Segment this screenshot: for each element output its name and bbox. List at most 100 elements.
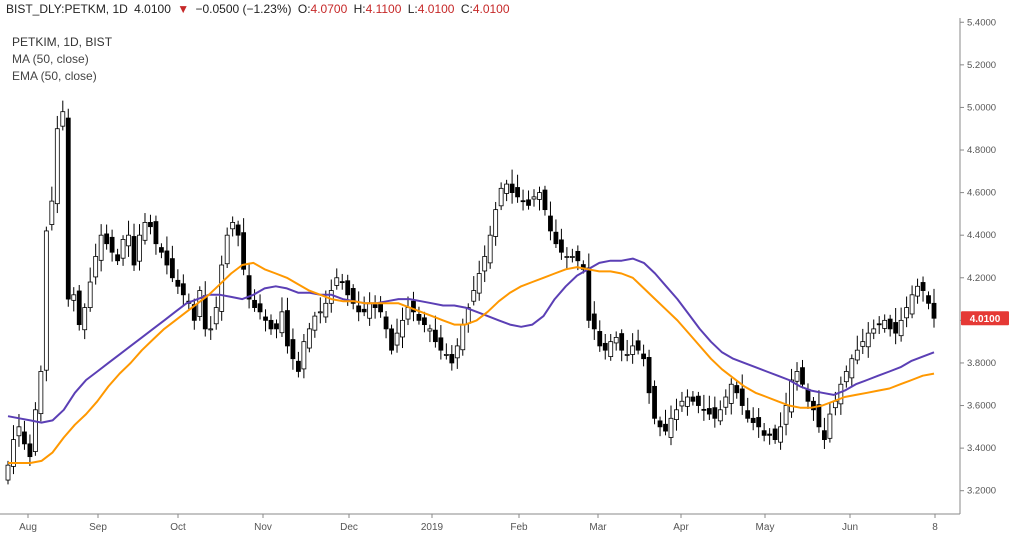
legend-ema[interactable]: EMA (50, close) [12,69,97,83]
candle-body [789,379,794,413]
x-tick-label: Dec [340,522,358,533]
candle-body [526,199,531,206]
candle-body [761,430,767,436]
candle-body [646,357,652,394]
candle-body [191,304,197,321]
candle-body [520,200,526,203]
candle-body [674,409,679,420]
candle-body [904,307,910,319]
candle-body [416,313,422,321]
candle-body [690,396,696,402]
candle-body [476,273,482,294]
candle-body [794,371,800,382]
candle-body [602,342,608,351]
candle-body [208,328,214,331]
candle-body [164,250,170,266]
x-tick-label: Mar [589,522,607,533]
candle-body [394,332,400,346]
candle-body [104,233,110,245]
x-tick-label: 2019 [421,522,444,533]
y-tick-label: 5.0000 [967,102,996,113]
candle-body [339,281,345,284]
candle-body [120,239,126,259]
candle-body [630,345,636,355]
x-tick-label: 8 [932,522,938,533]
candle-body [400,319,405,338]
candle-body [591,313,597,330]
candle-body [49,200,55,225]
close-value: 4.0100 [472,2,510,16]
candle-body [148,222,153,228]
candle-body [454,345,460,359]
candle-body [811,400,816,411]
candle-body [717,409,723,422]
candle-body [87,281,93,308]
axes: 3.20003.40003.60003.80004.00004.20004.40… [0,17,996,533]
candle-body [257,303,263,313]
x-tick-label: Aug [19,522,37,533]
candle-body [871,328,877,334]
candle-body [361,308,367,313]
candle-body [641,353,646,360]
high-label: H: [353,2,366,16]
candle-body [695,395,701,406]
candle-body [652,385,657,419]
candle-body [60,111,66,127]
candle-body [898,319,904,337]
candle-body [822,430,827,441]
candle-body [279,311,285,334]
candle-body [531,196,537,200]
high-value: 4.1100 [365,2,402,16]
symbol-label: BIST_DLY:PETKM, 1D [6,2,128,16]
candle-body [608,341,614,357]
candle-body [252,299,257,308]
candle-body [137,234,142,262]
candle-body [22,431,27,445]
candle-body [367,302,373,319]
legend-title[interactable]: PETKIM, 1D, BIST [12,35,113,49]
candle-body [515,187,520,198]
candle-body [504,183,510,194]
candle-body [548,215,553,232]
candle-body [843,371,849,383]
candle-body [126,234,131,247]
last-price: 4.0100 [134,2,171,16]
candle-body [219,264,225,312]
close-label: C: [460,2,473,16]
legend-ma[interactable]: MA (50, close) [12,52,89,66]
candle-body [772,428,778,441]
candle-body [493,209,499,237]
y-tick-label: 3.2000 [967,486,996,497]
candle-body [559,239,564,253]
candle-body [230,222,236,230]
last-price-tag [961,311,1009,326]
indicator-lines [7,257,935,464]
candle-body [926,295,931,304]
x-tick-label: Jun [842,522,858,533]
last-price-tag-label: 4.0100 [970,314,1001,325]
x-tick-label: Nov [254,522,272,533]
candle-body [345,280,351,296]
candle-body [619,333,625,351]
candle-body [263,316,268,321]
candle-body [334,277,340,286]
candle-body [564,256,570,258]
candle-body [285,310,290,347]
candle-body [5,464,11,481]
candle-body [16,426,22,437]
ma-line [7,257,935,424]
candle-body [175,279,181,287]
candle-body [443,354,449,356]
candle-body [98,234,104,261]
candle-body [241,232,247,270]
candle-body [586,267,592,321]
candle-body [54,128,60,205]
candle-body [82,307,88,331]
y-tick-label: 4.8000 [967,145,996,156]
candle-body [93,256,99,278]
candle-body [235,224,241,236]
candle-body [213,307,219,325]
y-tick-label: 5.2000 [967,60,996,71]
candle-body [115,254,120,262]
